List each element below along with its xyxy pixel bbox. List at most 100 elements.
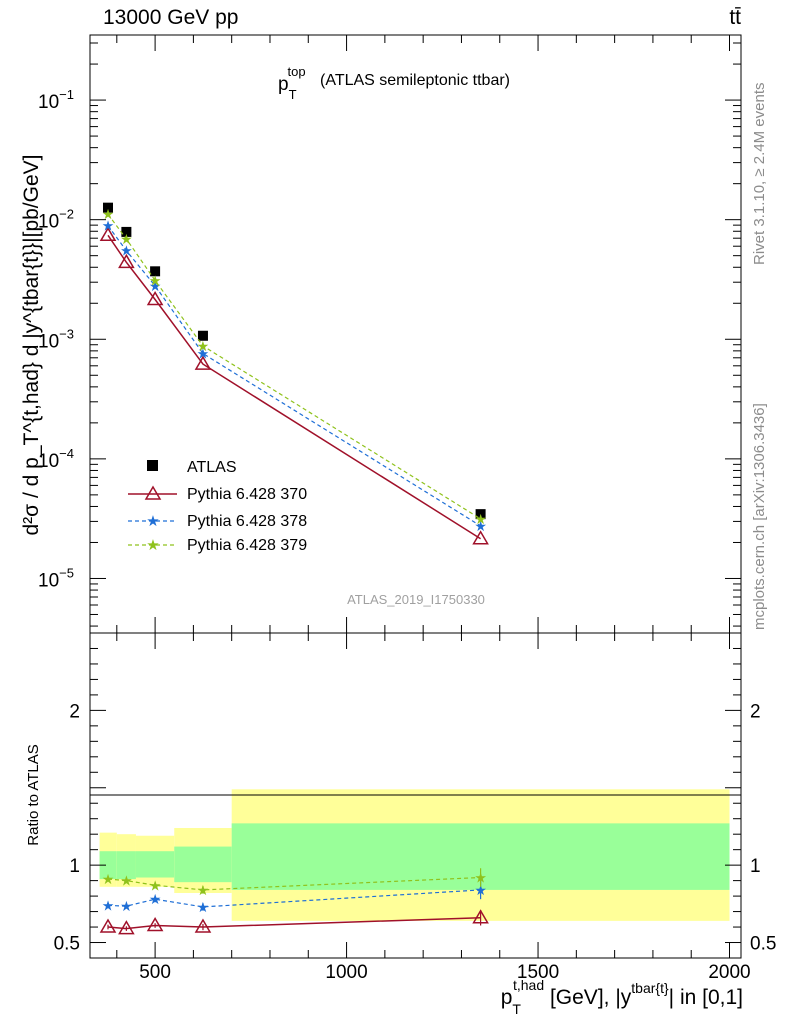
ratio-marker-1-0: ★ [102, 897, 115, 913]
main-marker-1-2 [146, 291, 164, 306]
plot-title-rest: (ATLAS semileptonic ttbar) [320, 72, 510, 89]
ratio-marker-0-4 [472, 909, 489, 924]
main-ytick-label-0: 10−1 [38, 87, 74, 113]
main-marker-1-4 [472, 530, 489, 545]
main-y-label: d²σ / d p_T^{t,had} d |y^{tbar{t}}|[pb/G… [20, 155, 43, 536]
main-line-1 [107, 234, 481, 540]
legend-label-378: Pythia 6.428 378 [187, 513, 307, 530]
x-tick-label-3: 2000 [708, 962, 750, 983]
ytick-exponent: −1 [59, 87, 74, 102]
plot-title: pTtop [278, 64, 306, 102]
ytick-base: 10 [38, 212, 59, 233]
main-marker-3-3: ★ [197, 338, 210, 354]
ratio-marker-0-2 [146, 917, 164, 932]
main-line-3 [107, 213, 481, 520]
main-marker-3-2: ★ [149, 273, 162, 289]
main-marker-1-3 [194, 355, 212, 370]
main-ytick-label-1: 10−2 [38, 207, 74, 233]
atlas-point-3 [197, 330, 208, 341]
plot-title-p: p [278, 74, 289, 95]
ratio-ytick-label-0: 0.5 [54, 934, 80, 955]
band-inner-0 [99, 851, 117, 880]
main-marker-1-0 [99, 226, 117, 242]
main-marker-2-2: ★ [149, 278, 162, 294]
ratio-ytick-label-right-1: 1 [750, 856, 761, 877]
main-marker-2-0: ★ [102, 218, 115, 234]
main-marker-2-4: ★ [474, 518, 487, 534]
ytick-exponent: −2 [59, 207, 74, 222]
x-label-sup2: tbar{t} [631, 980, 669, 996]
ratio-ytick-label-right-2: 2 [750, 701, 761, 722]
analysis-watermark: ATLAS_2019_I1750330 [347, 592, 485, 607]
main-marker-2-1: ★ [120, 243, 133, 259]
ratio-marker-1-1: ★ [120, 898, 133, 914]
main-y-label-text: d²σ / d p_T^{t,had} d |y^{tbar{t}}|[pb/G… [20, 155, 43, 536]
x-axis-label: pTt,had [GeV], |ytbar{t}| in [0,1] [501, 977, 743, 1017]
main-panel: ★★★★★★★★★★ 10−110−210−310−410−5 pTtop (A… [20, 34, 742, 634]
ratio-line-1 [107, 889, 481, 908]
ratio-marker-0-0 [99, 918, 117, 933]
main-ticks: 10−110−210−310−410−5 [38, 35, 741, 633]
x-tick-label-1: 1000 [325, 962, 367, 983]
x-label-p: p [501, 986, 513, 1009]
ratio-marker-2-1: ★ [120, 873, 133, 889]
legend-marker-370 [144, 485, 162, 500]
x-label-sub: T [512, 1001, 521, 1017]
main-ytick-label-4: 10−5 [38, 565, 74, 591]
plot-title-sub: T [289, 87, 297, 102]
legend-label-379: Pythia 6.428 379 [187, 537, 307, 554]
legend-marker-379: ★ [146, 537, 159, 554]
header-left: 13000 GeV pp [103, 6, 238, 29]
ytick-exponent: −4 [59, 446, 74, 461]
band-inner-3 [174, 846, 232, 883]
ratio-ytick-label-2: 2 [69, 701, 80, 722]
main-series-layer: ★★★★★★★★★★ [99, 202, 489, 545]
x-tick-label-2: 1500 [517, 962, 559, 983]
ytick-base: 10 [38, 451, 59, 472]
atlas-point-0 [102, 202, 113, 213]
ratio-ytick-label-1: 1 [69, 856, 80, 877]
atlas-point-1 [121, 226, 132, 237]
ratio-frame [89, 632, 742, 959]
main-marker-3-4: ★ [474, 511, 487, 527]
ytick-base: 10 [38, 570, 59, 591]
band-inner-2 [135, 851, 175, 878]
rivet-label: Rivet 3.1.10, ≥ 2.4M events [751, 83, 768, 266]
main-marker-1-1 [118, 253, 135, 269]
x-label-rest: [GeV], |y [544, 986, 632, 1009]
legend: ATLAS Pythia 6.428 370 ★ Pythia 6.428 37… [128, 459, 307, 554]
ytick-base: 10 [38, 331, 59, 352]
header-right: tt̄ [729, 6, 741, 29]
ratio-marker-2-0: ★ [102, 871, 115, 887]
ratio-marker-0-3 [194, 918, 212, 933]
legend-label-atlas: ATLAS [187, 459, 237, 476]
plot-title-sup: top [288, 64, 306, 79]
main-line-2 [107, 225, 481, 527]
ytick-base: 10 [38, 92, 59, 113]
ratio-series-layer: ★ ★ ★ ★★★ ★ ★ ★★ [99, 868, 489, 935]
legend-label-370: Pythia 6.428 370 [187, 486, 307, 503]
ratio-bands-layer [99, 789, 730, 921]
ratio-ticks: 0.5 0.5 1 1 2 2 500 1000 1500 2000 [54, 633, 776, 983]
ratio-ytick-label-right-0: 0.5 [750, 934, 776, 955]
svg-text:d²σ / d p_T^{t,had} d |y^{tbar: d²σ / d p_T^{t,had} d |y^{tbar{t}}|[pb/G… [20, 155, 43, 536]
ratio-marker-2-3: ★ [197, 882, 210, 898]
ratio-marker-2-4: ★ [474, 870, 487, 886]
atlas-point-2 [150, 266, 161, 277]
ratio-marker-1-2: ★ [149, 891, 162, 907]
x-label-sup: t,had [513, 977, 544, 993]
main-ytick-label-2: 10−3 [38, 326, 74, 352]
x-label-rest2: | in [0,1] [669, 986, 743, 1009]
main-marker-3-1: ★ [120, 231, 133, 247]
band-inner-1 [116, 851, 136, 880]
legend-marker-atlas [147, 460, 158, 471]
ratio-marker-1-3: ★ [197, 899, 210, 915]
ytick-exponent: −5 [59, 565, 74, 580]
x-tick-label-0: 500 [139, 962, 171, 983]
ratio-marker-0-1 [118, 920, 135, 935]
legend-marker-378: ★ [146, 513, 159, 530]
atlas-point-4 [475, 509, 486, 520]
main-marker-2-3: ★ [197, 346, 210, 362]
